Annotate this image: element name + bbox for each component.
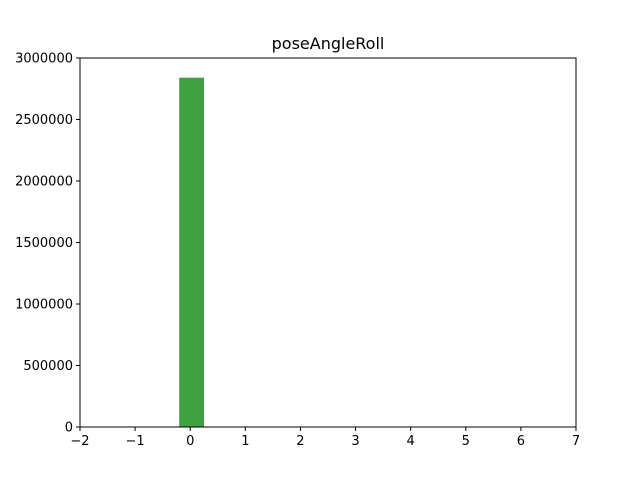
x-tick-label: 1 [241,434,249,449]
y-tick-label: 2500000 [15,113,73,128]
x-tick-label: 4 [407,434,415,449]
y-tick-label: 0 [65,421,73,436]
x-tick-label: 6 [517,434,525,449]
bars-layer [179,77,204,428]
y-tick-label: 2000000 [15,175,73,190]
x-tick-label: 0 [186,434,194,449]
x-tick-label: 3 [351,434,359,449]
x-tick-label: −2 [70,434,89,449]
x-tick-label: 7 [572,434,580,449]
plot-frame [79,57,577,428]
chart-title: poseAngleRoll [272,34,385,53]
y-tick-label: 1500000 [15,236,73,251]
y-tick-label: 500000 [23,359,73,374]
x-axis: −2 −1 0 1 2 3 4 5 6 7 [70,427,580,449]
histogram-bar-0 [179,77,204,428]
x-tick-label: 2 [296,434,304,449]
x-tick-label: 5 [462,434,470,449]
x-tick-label: −1 [126,434,145,449]
y-axis: 0 500000 1000000 1500000 2000000 2500000 30000… [15,52,80,436]
y-tick-label: 1000000 [15,298,73,313]
y-tick-label: 3000000 [15,52,73,67]
